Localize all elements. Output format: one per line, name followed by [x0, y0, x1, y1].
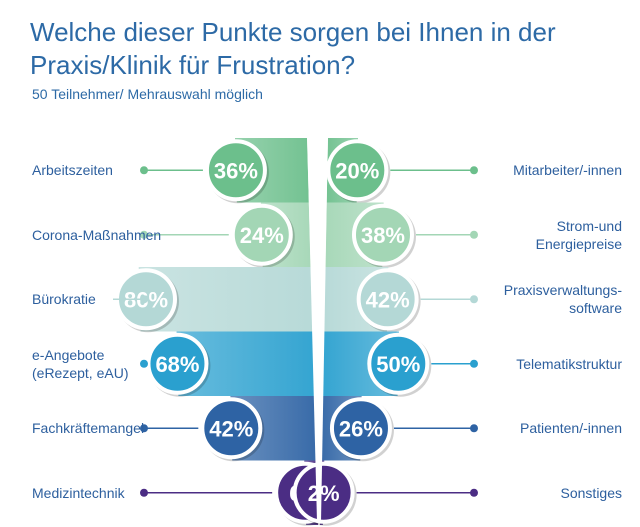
- left-bubble-e-angebote: [146, 332, 209, 395]
- left-label-fachkräftemangel: Fachkräftemangel: [32, 420, 145, 437]
- right-bubble-mitarbeiter-innen: [326, 139, 389, 202]
- right-connector-dot-patienten-innen: [470, 424, 478, 433]
- left-label-e-angebote: e-Angebote (eRezept, eAU): [32, 346, 129, 381]
- left-value-e-angebote: 68%: [155, 352, 199, 377]
- left-bubble-arbeitszeiten: [204, 139, 267, 202]
- right-value-strom-und: 38%: [361, 223, 405, 248]
- chart-subtitle: 50 Teilnehmer/ Mehrauswahl möglich: [32, 86, 263, 102]
- left-connector-dot-medizintechnik: [140, 488, 148, 497]
- right-label-praxisverwaltungs: Praxisverwaltungs- software: [503, 282, 622, 317]
- right-label-telematikstruktur: Telematikstruktur: [516, 355, 622, 372]
- left-label-medizintechnik: Medizintechnik: [32, 484, 125, 501]
- right-value-patienten-innen: 26%: [339, 416, 383, 441]
- right-value-mitarbeiter-innen: 20%: [335, 158, 379, 183]
- right-bubble-sonstiges: [292, 461, 355, 524]
- right-value-praxisverwaltungs: 42%: [366, 287, 410, 312]
- left-connector-dot-arbeitszeiten: [140, 166, 148, 175]
- right-value-telematikstruktur: 50%: [376, 352, 420, 377]
- right-connector-dot-praxisverwaltungs: [470, 295, 478, 304]
- right-label-strom-und: Strom-und Energiepreise: [535, 217, 622, 252]
- left-value-fachkräftemangel: 42%: [209, 416, 253, 441]
- chart-title: Welche dieser Punkte sorgen bei Ihnen in…: [30, 17, 556, 80]
- left-connector-dot-fachkräftemangel: [140, 424, 148, 433]
- right-label-mitarbeiter-innen: Mitarbeiter/-innen: [513, 162, 622, 179]
- right-bubble-patienten-innen: [329, 397, 392, 460]
- left-connector-dot-bürokratie: [140, 295, 148, 304]
- right-label-patienten-innen: Patienten/-innen: [520, 420, 622, 437]
- left-bar-bürokratie: [138, 267, 313, 332]
- center-divider: [307, 132, 328, 522]
- right-connector-dot-telematikstruktur: [470, 359, 478, 368]
- right-bubble-telematikstruktur: [367, 332, 430, 395]
- left-value-corona-maßnahmen: 24%: [240, 223, 284, 248]
- left-bubble-corona-maßnahmen: [230, 203, 293, 266]
- right-connector-dot-strom-und: [470, 230, 478, 239]
- right-connector-dot-sonstiges: [470, 488, 478, 497]
- left-label-corona-maßnahmen: Corona-Maßnahmen: [32, 226, 162, 243]
- right-connector-dot-mitarbeiter-innen: [470, 166, 478, 175]
- left-connector-dot-e-angebote: [140, 359, 148, 368]
- left-value-arbeitszeiten: 36%: [214, 158, 258, 183]
- right-bubble-strom-und: [351, 203, 414, 266]
- left-bar-e-angebote: [176, 331, 315, 396]
- left-connector-dot-corona-maßnahmen: [140, 230, 148, 239]
- right-bubble-praxisverwaltungs: [356, 268, 419, 331]
- left-bubble-fachkräftemangel: [200, 397, 263, 460]
- left-label-bürokratie: Bürokratie: [32, 291, 96, 308]
- right-label-sonstiges: Sonstiges: [560, 484, 622, 501]
- left-label-arbeitszeiten: Arbeitszeiten: [32, 162, 113, 179]
- right-value-sonstiges: 2%: [308, 481, 340, 506]
